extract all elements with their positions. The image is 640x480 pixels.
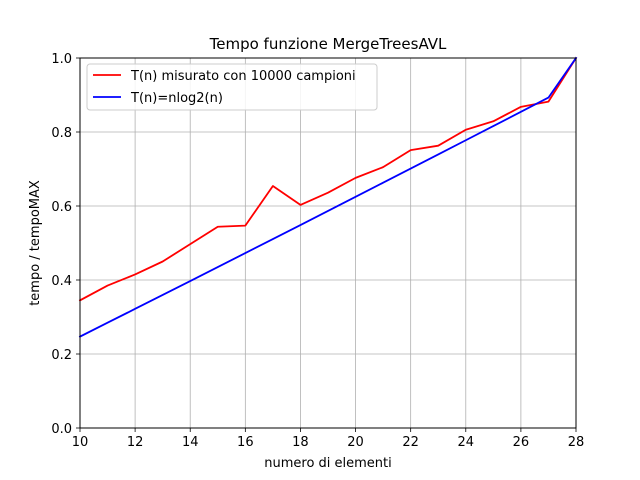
series-layer	[78, 56, 578, 338]
x-axis-label: numero di elementi	[264, 456, 392, 471]
x-tick-label: 16	[237, 435, 254, 450]
x-tick-label: 12	[127, 435, 144, 450]
legend: T(n) misurato con 10000 campioni T(n)=nl…	[86, 63, 378, 111]
x-tick-label: 18	[292, 435, 309, 450]
y-tick-label: 0.6	[51, 200, 72, 215]
legend-box	[86, 63, 378, 111]
x-tick-label: 28	[568, 435, 585, 450]
y-tick-label: 0.4	[51, 274, 72, 289]
x-tick-label: 24	[458, 435, 475, 450]
x-tick-label: 26	[513, 435, 530, 450]
x-tick-label: 10	[72, 435, 89, 450]
x-tick-label: 20	[347, 435, 364, 450]
ticks: 10 12 14 16 18 20 22 24 26 28 0.0 0.2 0.4 0.6 0.8 1.0	[51, 52, 584, 450]
x-tick-label: 22	[402, 435, 419, 450]
plot-frame	[79, 57, 577, 429]
y-tick-label: 1.0	[51, 52, 72, 67]
legend-label-measured: T(n) misurato con 10000 campioni	[130, 69, 356, 84]
x-tick-label: 14	[182, 435, 199, 450]
y-tick-label: 0.0	[51, 422, 72, 437]
y-axis-label: tempo / tempoMAX	[28, 180, 43, 306]
series-line-nlogn	[78, 56, 578, 338]
y-tick-label: 0.2	[51, 348, 72, 363]
series-line-measured	[78, 56, 578, 302]
y-tick-label: 0.8	[51, 126, 72, 141]
chart-title: Tempo funzione MergeTreesAVL	[209, 35, 447, 53]
legend-label-nlogn: T(n)=nlog2(n)	[130, 91, 223, 106]
